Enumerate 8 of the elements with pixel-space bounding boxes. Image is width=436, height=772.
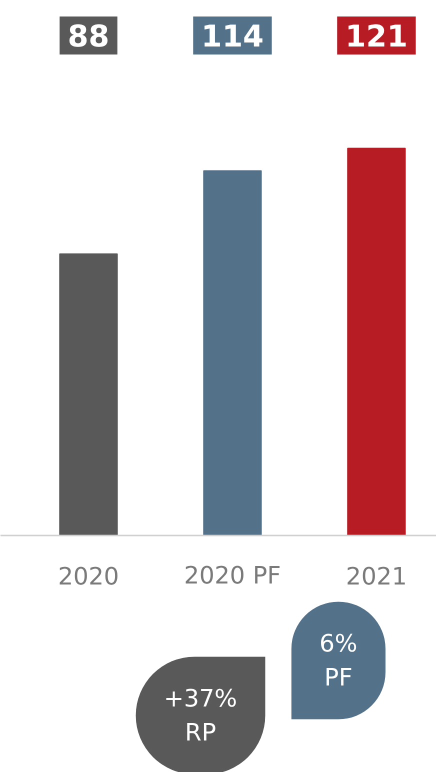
text: 6% PF <box>319 630 358 692</box>
data-label: 121 <box>345 20 408 54</box>
x-tick-label: 2021 <box>346 562 407 590</box>
x-tick-label: 2020 <box>58 562 120 590</box>
text: +37% RP <box>164 684 238 746</box>
x-tick-label: 2020 PF <box>184 562 281 590</box>
data-label: 88 <box>68 20 110 54</box>
data-label: 114 <box>201 20 264 54</box>
